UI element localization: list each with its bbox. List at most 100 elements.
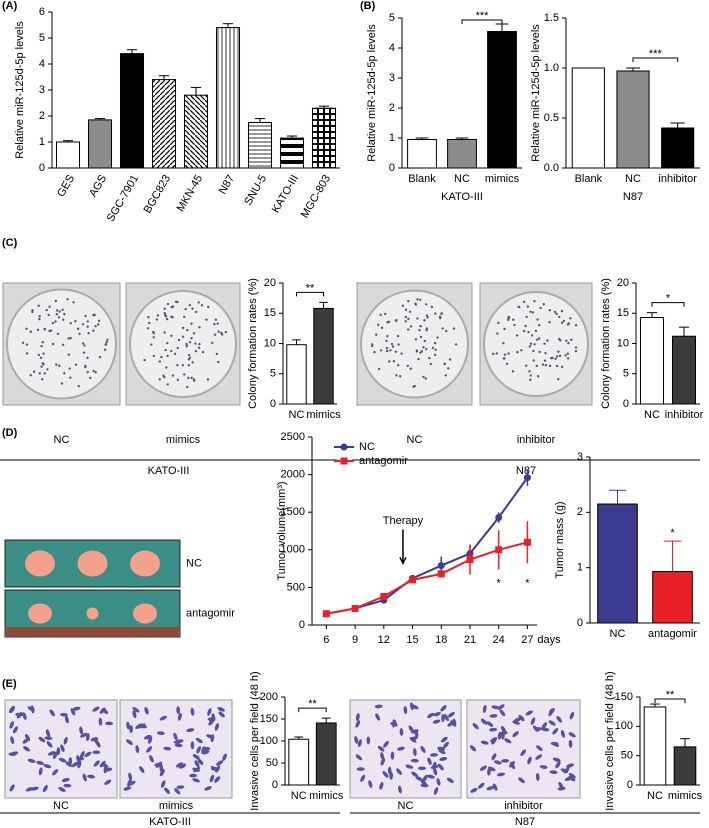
colony	[194, 349, 198, 353]
colony	[192, 332, 196, 335]
x-tick-label: NC	[610, 628, 626, 640]
cell	[82, 773, 87, 782]
cell	[128, 772, 133, 781]
cell	[218, 711, 225, 718]
x-tick-label: 6	[323, 634, 329, 646]
colony	[86, 325, 89, 328]
y-tick-label: 200	[260, 691, 278, 703]
colony	[525, 364, 528, 367]
cell	[512, 731, 519, 738]
y-tick-label: 6	[39, 6, 45, 18]
colony	[548, 320, 551, 324]
colony	[55, 309, 59, 312]
cell	[491, 705, 500, 710]
cell	[189, 773, 198, 778]
y-tick-label: 5	[39, 32, 45, 44]
colony	[173, 352, 177, 356]
colony	[31, 310, 34, 314]
x-tick-label: MGC-803	[299, 173, 333, 220]
cell	[12, 726, 18, 734]
colony	[555, 364, 559, 368]
cell	[49, 709, 55, 717]
cell	[368, 780, 373, 788]
x-tick-label: NC	[647, 790, 663, 802]
image-label: mimics	[159, 800, 194, 812]
point	[495, 513, 503, 521]
colony	[392, 359, 396, 363]
colony	[564, 354, 567, 357]
cell	[539, 765, 548, 769]
colony	[559, 339, 562, 342]
cell	[383, 740, 389, 748]
significance: ***	[649, 48, 663, 60]
cell	[443, 741, 449, 749]
colony	[526, 305, 530, 308]
x-axis-label: KATO-III	[441, 191, 483, 203]
colony	[216, 322, 219, 325]
cell	[405, 764, 414, 769]
x-tick-label: NC	[625, 173, 641, 185]
cell	[491, 753, 497, 761]
colony	[66, 298, 69, 301]
colony	[371, 344, 374, 348]
significance: *	[670, 527, 675, 539]
cell	[159, 763, 164, 772]
colony	[163, 376, 166, 379]
colony	[165, 317, 169, 321]
cell	[44, 736, 53, 740]
cell	[380, 758, 386, 766]
significance: **	[308, 698, 317, 710]
colony	[409, 325, 413, 328]
cell	[27, 758, 36, 763]
colony	[81, 323, 85, 326]
colony	[58, 310, 61, 313]
cell	[509, 761, 515, 768]
cell	[415, 776, 423, 782]
legend-label: NC	[359, 441, 375, 453]
cell	[15, 712, 24, 717]
group-label: N87	[515, 816, 535, 828]
colony	[397, 363, 400, 367]
cell	[360, 774, 366, 782]
colony	[197, 346, 201, 350]
colony	[181, 335, 185, 338]
cell	[164, 787, 171, 794]
cell	[403, 706, 408, 715]
colony	[170, 305, 173, 309]
cell	[497, 704, 505, 710]
colony	[207, 305, 210, 309]
colony	[188, 304, 191, 307]
cell	[58, 787, 66, 792]
colony	[565, 339, 568, 342]
colony	[54, 320, 57, 323]
group-label: KATO-III	[148, 465, 190, 477]
cell	[357, 739, 362, 747]
colony	[377, 367, 381, 371]
significance: **	[306, 282, 315, 294]
colony	[77, 384, 80, 388]
colony	[148, 321, 151, 325]
colony	[170, 349, 173, 353]
colony	[217, 330, 220, 333]
cell	[548, 720, 556, 726]
cell	[214, 776, 221, 783]
y-tick-label: 100	[615, 720, 633, 732]
bar	[87, 119, 113, 169]
cell	[30, 705, 35, 714]
colony	[94, 371, 97, 374]
cell	[192, 778, 200, 783]
cell	[22, 712, 27, 720]
colony	[166, 354, 169, 358]
colony	[538, 350, 541, 354]
legend-label: antagomir	[359, 455, 408, 467]
cell	[56, 747, 61, 756]
colony	[537, 337, 541, 340]
y-tick-label: 2	[389, 102, 395, 114]
x-tick-label: 21	[464, 634, 476, 646]
colony	[441, 327, 444, 330]
error-bar	[318, 105, 330, 109]
colony	[433, 353, 437, 357]
cell	[217, 707, 225, 712]
colony	[423, 319, 426, 322]
dish	[129, 290, 237, 398]
